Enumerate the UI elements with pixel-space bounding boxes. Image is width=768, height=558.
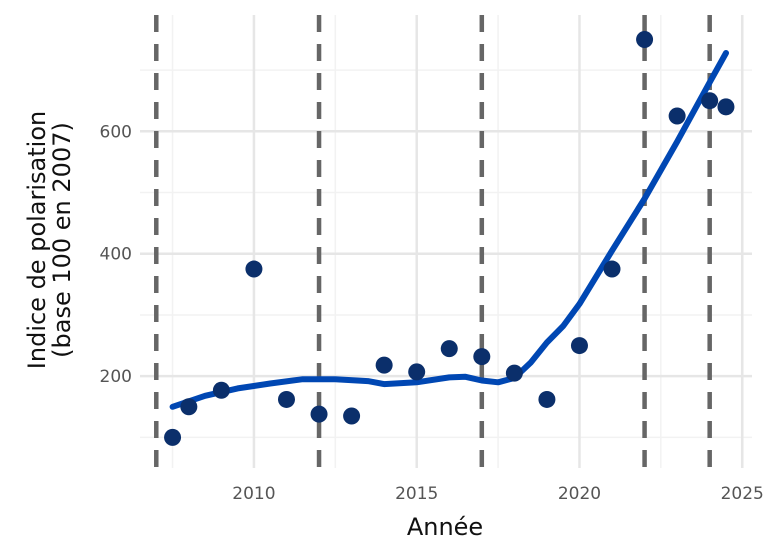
- data-point: [668, 107, 686, 125]
- x-tick-labels: 2010 2015 2020 2025: [232, 484, 764, 504]
- reference-lines: [154, 15, 712, 468]
- y-tick-label: 600: [100, 122, 132, 142]
- data-point: [343, 407, 361, 425]
- data-point: [570, 337, 588, 355]
- minor-grid: [140, 15, 752, 468]
- data-point: [180, 398, 198, 416]
- data-point: [701, 92, 719, 110]
- data-point: [717, 98, 735, 116]
- data-point: [636, 30, 654, 48]
- data-point: [212, 381, 230, 399]
- data-point: [603, 260, 621, 278]
- x-tick-label: 2025: [721, 484, 764, 504]
- y-axis-title-line-2: (base 100 en 2007): [48, 122, 76, 358]
- data-point: [505, 364, 523, 382]
- trend-line-group: [169, 50, 729, 410]
- data-points: [164, 30, 735, 446]
- x-tick-label: 2020: [558, 484, 601, 504]
- x-tick-label: 2010: [232, 484, 275, 504]
- data-point: [164, 428, 182, 446]
- y-axis-title-line-1: Indice de polarisation: [23, 111, 51, 369]
- x-tick-label: 2015: [395, 484, 438, 504]
- y-tick-label: 200: [100, 367, 132, 387]
- x-axis-title: Année: [407, 513, 483, 541]
- y-axis-title: Indice de polarisation (base 100 en 2007…: [23, 111, 76, 369]
- y-tick-labels: 200 400 600: [100, 122, 132, 387]
- data-point: [375, 356, 393, 374]
- data-point: [245, 260, 263, 278]
- trend-line: [169, 50, 729, 410]
- data-point: [473, 348, 491, 366]
- data-point: [310, 405, 328, 423]
- data-point: [277, 390, 295, 408]
- data-point: [538, 390, 556, 408]
- data-point: [440, 340, 458, 358]
- data-point: [408, 363, 426, 381]
- y-tick-label: 400: [100, 245, 132, 265]
